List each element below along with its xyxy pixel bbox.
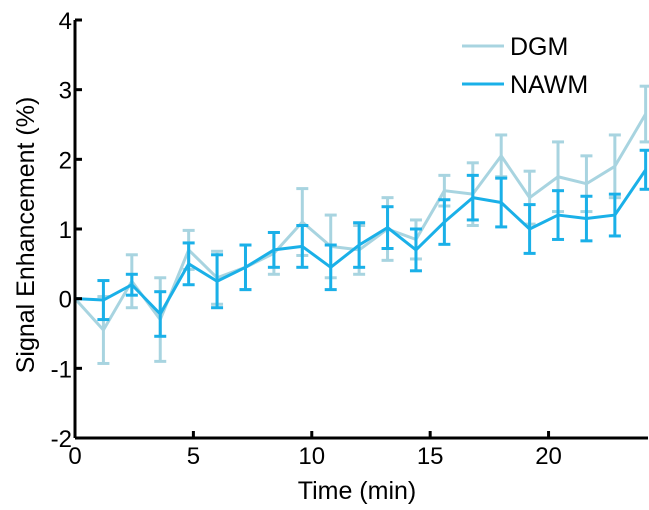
y-tick-label-2: 0 <box>59 287 72 314</box>
error-bar-nawm-17 <box>552 189 565 241</box>
y-tick-label-3: 1 <box>59 217 72 244</box>
error-bar-dgm-15 <box>495 133 508 179</box>
error-bar-nawm-3 <box>154 290 167 338</box>
error-bar-nawm-4 <box>182 241 195 287</box>
y-tick-label-0: -2 <box>51 426 72 453</box>
error-bar-nawm-18 <box>580 194 593 243</box>
error-bar-nawm-20 <box>639 148 649 191</box>
series-nawm <box>74 148 649 338</box>
error-bar-nawm-5 <box>211 253 224 310</box>
y-axis-title: Signal Enhancement (%) <box>12 97 40 374</box>
error-bar-nawm-6 <box>239 243 252 292</box>
legend-label-dgm: DGM <box>510 33 568 61</box>
error-bar-nawm-9 <box>324 243 337 292</box>
x-tick-label-1: 5 <box>187 443 200 470</box>
y-tick-label-6: 4 <box>59 8 72 35</box>
x-tick-label-0: 0 <box>68 443 81 470</box>
error-bar-nawm-14 <box>466 173 479 222</box>
error-bar-nawm-1 <box>97 279 110 322</box>
error-bar-nawm-15 <box>495 176 508 229</box>
error-bar-nawm-11 <box>381 205 394 251</box>
error-bar-nawm-16 <box>523 203 536 255</box>
x-tick-label-4: 20 <box>535 443 562 470</box>
error-bar-nawm-2 <box>125 272 138 297</box>
legend-label-nawm: NAWM <box>510 71 588 99</box>
error-bar-nawm-8 <box>296 224 309 269</box>
error-bar-dgm-19 <box>608 133 621 200</box>
y-tick-label-5: 3 <box>59 78 72 105</box>
y-tick-label-4: 2 <box>59 147 72 174</box>
error-bar-dgm-20 <box>639 84 649 144</box>
error-bar-nawm-19 <box>608 192 621 238</box>
x-tick-label-2: 10 <box>298 443 325 470</box>
error-bar-nawm-10 <box>353 221 366 269</box>
legend: DGM NAWM <box>462 33 588 99</box>
y-ticks: -2 -1 0 1 2 3 4 <box>51 8 82 453</box>
x-axis-title: Time (min) <box>298 477 417 505</box>
error-bar-nawm-7 <box>267 230 280 269</box>
y-tick-label-1: -1 <box>51 356 72 383</box>
x-ticks: 0 5 10 15 20 <box>68 431 562 470</box>
series-layer <box>73 84 649 365</box>
error-bar-nawm-12 <box>409 227 422 273</box>
error-bar-nawm-13 <box>438 198 451 246</box>
x-tick-label-3: 15 <box>417 443 444 470</box>
